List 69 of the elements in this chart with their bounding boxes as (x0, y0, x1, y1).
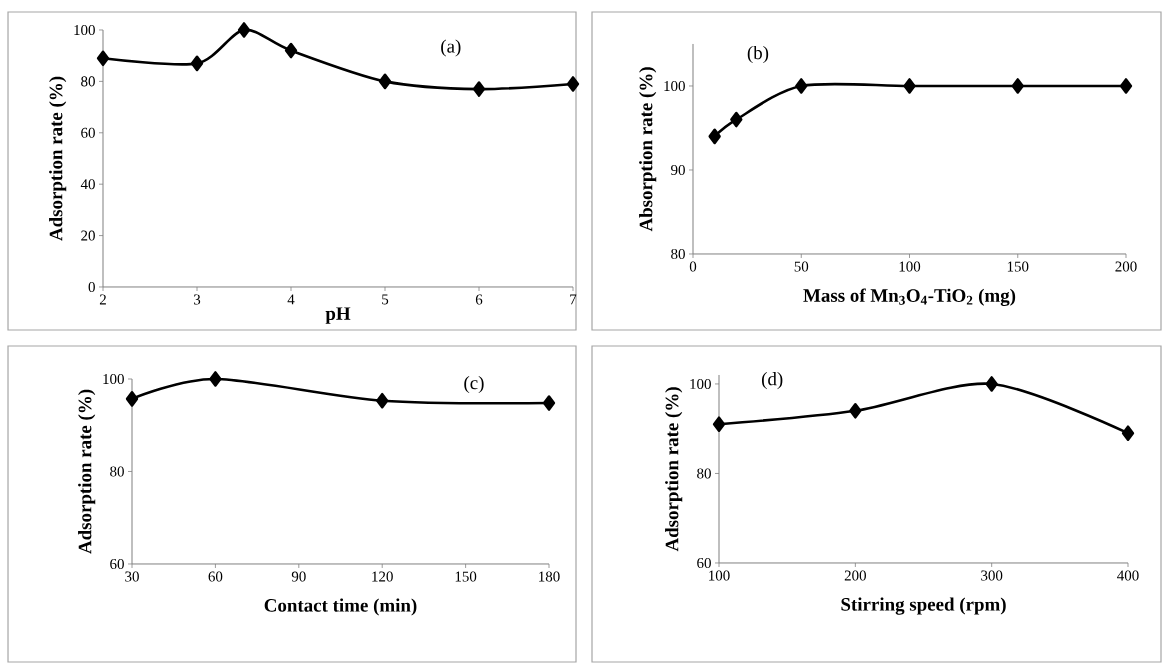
y-tick-label: 80 (81, 76, 95, 87)
point (708, 128, 721, 145)
x-axis-title: pH (325, 307, 351, 324)
annotation: (b) (747, 45, 769, 64)
x-tick-label: 60 (208, 571, 223, 582)
x-tick-label: 2 (99, 294, 106, 305)
point (566, 76, 580, 92)
annotation: (a) (441, 39, 461, 57)
x-axis-title: Contact time (min) (264, 598, 417, 616)
x-tick-label: 4 (287, 294, 295, 305)
point (209, 371, 222, 387)
y-tick-label: 80 (110, 466, 124, 477)
point (542, 395, 556, 411)
x-tick-label: 3 (193, 294, 201, 305)
point (712, 416, 726, 433)
y-tick-label: 80 (671, 248, 685, 260)
point (1119, 78, 1133, 94)
point (237, 22, 251, 38)
point (376, 392, 389, 409)
x-tick-label: 100 (899, 261, 921, 272)
point (903, 78, 916, 94)
point (284, 42, 298, 59)
point (795, 78, 808, 94)
point (985, 376, 998, 392)
x-tick-label: 120 (372, 571, 393, 582)
point (1121, 425, 1135, 441)
y-tick-label: 90 (671, 164, 685, 176)
y-tick-label: 100 (664, 80, 685, 92)
point (849, 402, 862, 419)
annotation: (c) (464, 375, 484, 394)
x-tick-label: 150 (1007, 261, 1029, 272)
y-tick-label: 80 (697, 468, 711, 479)
x-tick-label: 100 (709, 570, 730, 581)
x-axis-title: Mass of Mn$_{3}$O$_{4}$-TiO$_{2}$ (mg) (803, 288, 1016, 306)
y-tick-label: 100 (74, 24, 95, 36)
x-tick-label: 30 (125, 571, 139, 582)
y-tick-label: 0 (88, 281, 95, 293)
x-tick-label: 300 (981, 570, 1003, 581)
y-axis-title: Adsorption rate (%) (665, 387, 683, 552)
y-tick-label: 20 (81, 230, 95, 241)
y-tick-label: 60 (81, 127, 95, 138)
y-tick-label: 100 (103, 373, 124, 385)
x-tick-label: 50 (794, 261, 809, 272)
y-tick-label: 60 (697, 557, 711, 569)
x-tick-label: 180 (539, 571, 560, 582)
point (125, 391, 139, 407)
annotation: (d) (761, 372, 783, 390)
point (730, 111, 743, 128)
x-tick-label: 200 (844, 570, 866, 581)
x-tick-label: 400 (1117, 570, 1139, 581)
x-tick-label: 150 (455, 571, 477, 582)
x-tick-label: 5 (382, 294, 389, 305)
x-tick-label: 90 (291, 571, 306, 582)
x-tick-label: 0 (689, 261, 697, 272)
point (472, 81, 486, 97)
point (96, 50, 110, 67)
y-tick-label: 100 (690, 378, 711, 389)
x-tick-label: 200 (1115, 261, 1137, 272)
x-axis-title: Stirring speed (rpm) (841, 597, 1006, 615)
point (190, 55, 204, 72)
y-axis-title: Adsorption rate (%) (49, 76, 67, 241)
x-tick-label: 7 (570, 294, 577, 305)
y-axis-title: Adsorption rate (%) (78, 389, 96, 554)
y-axis-title: Absorption rate (%) (639, 67, 657, 232)
point (378, 73, 392, 90)
y-tick-label: 60 (110, 558, 124, 570)
y-tick-label: 40 (80, 179, 95, 190)
x-tick-label: 6 (475, 294, 483, 305)
point (1011, 78, 1024, 94)
